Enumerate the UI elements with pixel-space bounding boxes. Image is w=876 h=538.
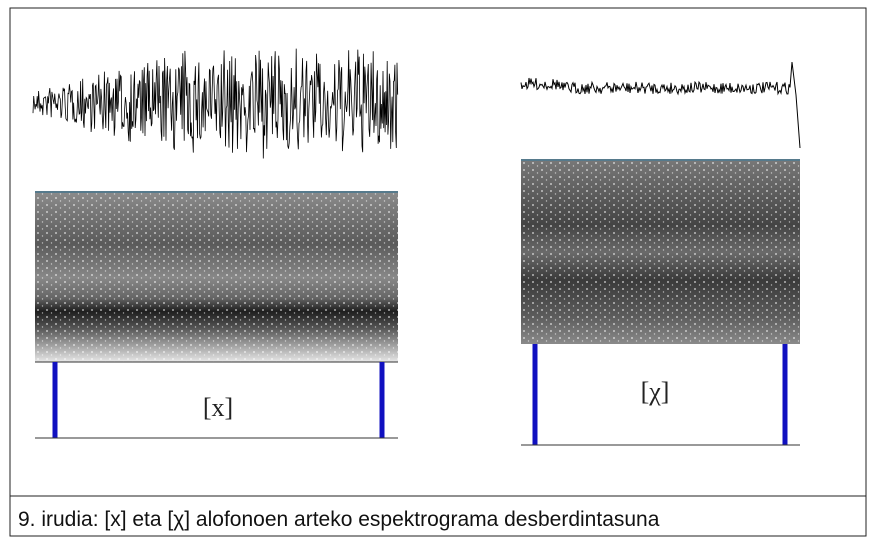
waveform-trace [520, 61, 801, 149]
segment-label: [x] [203, 393, 233, 422]
figure-border [9, 7, 867, 537]
waveform-trace [32, 48, 399, 159]
caption: 9. irudia: [x] eta [χ] alofonoen arteko … [18, 508, 660, 531]
waveform [32, 48, 399, 159]
segment-label: [χ] [641, 377, 670, 406]
spectrogram-texture [521, 161, 800, 344]
spectrogram-texture [35, 193, 398, 362]
waveform [520, 61, 801, 149]
